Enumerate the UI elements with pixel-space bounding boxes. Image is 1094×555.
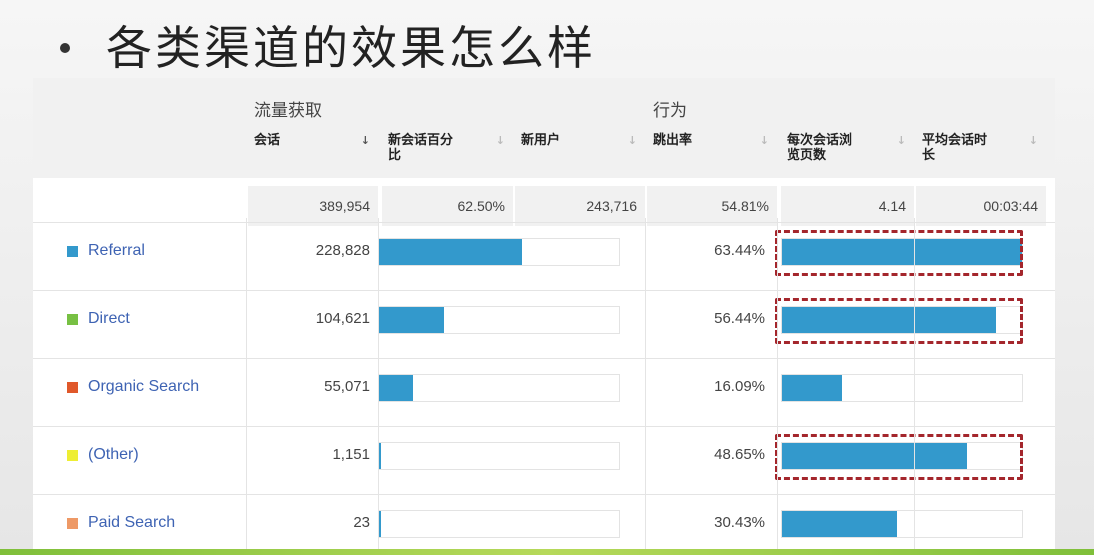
sessions-value: 228,828: [315, 242, 370, 259]
channel-color-swatch: [67, 381, 78, 393]
pages-bar-fill: [782, 307, 996, 333]
highlight-box: [775, 434, 1023, 480]
channel-link[interactable]: Paid Search: [67, 514, 175, 532]
bounce-rate-value: 48.65%: [714, 446, 765, 463]
channel-label: Paid Search: [88, 514, 176, 531]
channel-color-swatch: [67, 313, 78, 325]
total-pages-per-session: 4.14: [781, 186, 914, 226]
channel-label: Referral: [88, 242, 145, 259]
column-label-pages-line2: 览页数: [787, 148, 827, 163]
pages-bar-track: [781, 374, 1023, 402]
pages-bar-track: [781, 442, 1023, 470]
slide-title: 各类渠道的效果怎么样: [106, 21, 596, 75]
sessions-bar-fill: [379, 375, 413, 401]
pages-bar-track: [781, 306, 1023, 334]
channel-label: (Other): [88, 446, 139, 463]
column-label-new-session-pct-line2: 比: [388, 148, 402, 163]
channel-link[interactable]: Direct: [67, 310, 130, 328]
column-divider: [246, 218, 247, 555]
sessions-bar-fill: [379, 239, 522, 265]
slide-bottom-accent: [0, 549, 1094, 555]
column-label-duration-line1: 平均会话时: [922, 133, 988, 148]
totals-label-cell: [33, 178, 246, 218]
total-sessions: 389,954: [248, 186, 378, 226]
column-label-duration-line2: 长: [922, 148, 936, 163]
highlight-box: [775, 230, 1023, 276]
sort-icon: ↓: [627, 134, 637, 147]
bounce-rate-value: 30.43%: [714, 514, 765, 531]
column-header-bounce-rate[interactable]: 跳出率 ↓: [647, 123, 777, 178]
group-header-behavior: 行为: [653, 101, 687, 121]
sessions-bar-fill: [379, 443, 381, 469]
pages-bar-fill: [782, 375, 842, 401]
pages-bar-track: [781, 510, 1023, 538]
pages-bar-fill: [782, 443, 967, 469]
column-label-pages-line1: 每次会话浏: [787, 133, 853, 148]
slide-title-row: 各类渠道的效果怎么样: [60, 12, 596, 78]
sort-icon: ↓: [495, 134, 505, 147]
row-divider: [33, 290, 1055, 291]
total-new-users: 243,716: [515, 186, 645, 226]
sessions-bar-track: [378, 442, 620, 470]
sessions-bar-track: [378, 374, 620, 402]
bullet-icon: [60, 43, 70, 53]
total-avg-duration: 00:03:44: [916, 186, 1046, 226]
column-divider: [378, 218, 379, 555]
channel-link[interactable]: Organic Search: [67, 378, 199, 396]
analytics-report-table: 流量获取 行为 会话 ↓ 新会话百分 比 ↓ 新用户 ↓ 跳出率 ↓ 每次会话浏: [33, 78, 1055, 555]
highlight-box: [775, 298, 1023, 344]
bounce-rate-value: 16.09%: [714, 378, 765, 395]
sessions-bar-track: [378, 238, 620, 266]
group-header-acquisition: 流量获取: [254, 101, 322, 121]
column-label-bounce-rate: 跳出率: [653, 133, 693, 148]
sessions-bar-fill: [379, 307, 445, 333]
total-new-session-pct: 62.50%: [382, 186, 513, 226]
column-header-pages-per-session[interactable]: 每次会话浏 览页数 ↓: [781, 123, 914, 178]
channel-label: Organic Search: [88, 378, 200, 395]
sort-icon: ↓: [1028, 134, 1038, 147]
bounce-rate-value: 63.44%: [714, 242, 765, 259]
pages-bar-fill: [782, 511, 898, 537]
column-label-new-users: 新用户: [521, 133, 561, 148]
channel-link[interactable]: Referral: [67, 242, 145, 260]
column-label-new-session-pct-line1: 新会话百分: [388, 133, 454, 148]
sessions-value: 55,071: [324, 378, 370, 395]
pages-bar-track: [781, 238, 1023, 266]
column-divider: [914, 218, 915, 555]
sessions-value: 104,621: [315, 310, 370, 327]
sort-icon: ↓: [759, 134, 769, 147]
column-header-sessions[interactable]: 会话 ↓: [248, 123, 378, 178]
sessions-value: 23: [353, 514, 370, 531]
channel-link[interactable]: (Other): [67, 446, 139, 464]
column-label-sessions: 会话: [254, 133, 281, 148]
row-divider: [33, 358, 1055, 359]
column-header-avg-duration[interactable]: 平均会话时 长 ↓: [916, 123, 1046, 178]
sessions-bar-track: [378, 306, 620, 334]
column-divider: [777, 218, 778, 555]
channel-label: Direct: [88, 310, 130, 327]
arrow-down-icon: ↓: [360, 134, 370, 147]
row-divider: [33, 494, 1055, 495]
bounce-rate-value: 56.44%: [714, 310, 765, 327]
column-header-new-users[interactable]: 新用户 ↓: [515, 123, 645, 178]
column-divider: [645, 218, 646, 555]
pages-bar-fill: [782, 239, 1022, 265]
sort-icon: ↓: [896, 134, 906, 147]
report-grid: 流量获取 行为 会话 ↓ 新会话百分 比 ↓ 新用户 ↓ 跳出率 ↓ 每次会话浏: [33, 78, 1055, 555]
channel-color-swatch: [67, 517, 78, 529]
total-bounce-rate: 54.81%: [647, 186, 777, 226]
column-header-new-session-pct[interactable]: 新会话百分 比 ↓: [382, 123, 513, 178]
row-divider: [33, 426, 1055, 427]
sessions-bar-fill: [379, 511, 381, 537]
sessions-bar-track: [378, 510, 620, 538]
row-divider: [33, 222, 1055, 223]
channel-color-swatch: [67, 449, 78, 461]
sessions-value: 1,151: [332, 446, 370, 463]
channel-color-swatch: [67, 245, 78, 257]
